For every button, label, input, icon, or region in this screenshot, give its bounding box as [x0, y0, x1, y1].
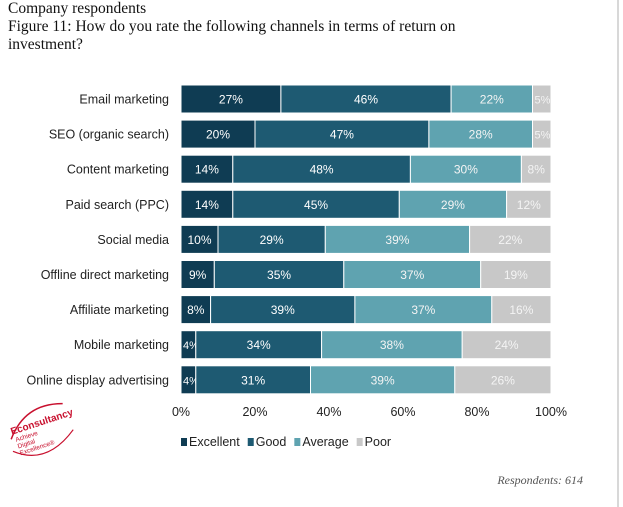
x-tick-label: 80% [464, 405, 489, 419]
bar-segment [354, 295, 493, 325]
bar-segment [428, 119, 533, 149]
bar-segment [310, 365, 456, 395]
legend-label: Good [256, 435, 287, 449]
data-label: 16% [509, 303, 533, 317]
data-label: 22% [498, 233, 522, 247]
bar-segment [180, 189, 234, 219]
x-tick-label: 40% [316, 405, 341, 419]
data-label: 38% [380, 338, 404, 352]
category-label: Offline direct marketing [41, 268, 169, 282]
data-label: 28% [469, 128, 493, 142]
page-edge [617, 0, 619, 507]
legend-swatch [356, 438, 363, 446]
category-label: Online display advertising [27, 373, 169, 387]
data-label: 14% [195, 198, 219, 212]
data-label: 5% [535, 95, 551, 107]
x-tick-label: 0% [172, 405, 190, 419]
x-tick-label: 20% [242, 405, 267, 419]
legend-swatch [294, 438, 301, 446]
data-label: 39% [385, 233, 409, 247]
bar-segment [343, 260, 482, 289]
x-tick-label: 100% [535, 405, 567, 419]
figure-title-line2: investment? [8, 36, 83, 53]
data-label: 34% [247, 338, 271, 352]
data-label: 39% [371, 373, 395, 387]
bar-segment [321, 330, 463, 360]
bar-segment [520, 154, 552, 184]
econsultancy-logo: Econsultancy Achieve Digital Excellence® [9, 402, 75, 457]
category-label: Affiliate marketing [70, 303, 169, 317]
bar-segment [454, 365, 552, 395]
bar-segment [195, 330, 323, 360]
subtitle: Company respondents [8, 0, 147, 17]
data-label: 4% [183, 375, 199, 387]
bar-segment [491, 295, 552, 325]
data-label: 29% [441, 198, 465, 212]
bar-segment [210, 295, 356, 325]
respondents-note: Respondents: 614 [497, 473, 583, 487]
data-label: 10% [187, 233, 211, 247]
data-label: 27% [219, 93, 243, 107]
data-label: 22% [480, 93, 504, 107]
category-label: SEO (organic search) [49, 128, 169, 142]
data-label: 24% [495, 338, 519, 352]
category-label: Content marketing [67, 163, 169, 177]
data-label: 26% [491, 373, 515, 387]
heading: Company respondents Figure 11: How do yo… [8, 0, 608, 54]
data-label: 37% [411, 303, 435, 317]
bar-segment [324, 224, 471, 254]
data-label: 5% [535, 130, 551, 142]
svg-text:Econsultancy: Econsultancy [9, 407, 75, 438]
data-label: 29% [260, 233, 284, 247]
bar-segment [409, 154, 522, 184]
bar-segment [398, 189, 508, 219]
data-label: 48% [310, 163, 334, 177]
bar-segment [450, 84, 534, 114]
legend-label: Poor [365, 435, 391, 449]
data-label: 30% [454, 163, 478, 177]
bar-segment [213, 260, 345, 289]
legend-swatch [181, 438, 187, 446]
data-label: 8% [187, 303, 205, 317]
bar-segment [469, 224, 552, 254]
bar-segment [180, 224, 219, 254]
bar-segment [180, 295, 212, 325]
data-label: 47% [330, 128, 354, 142]
bar-segment [217, 224, 326, 254]
bar-segment [280, 84, 452, 114]
data-label: 14% [195, 163, 219, 177]
bar-segment [461, 330, 552, 360]
data-label: 20% [206, 128, 230, 142]
data-label: 8% [528, 163, 546, 177]
data-label: 35% [267, 268, 291, 282]
data-label: 4% [183, 340, 199, 352]
bar-segment [532, 119, 552, 149]
category-label: Social media [97, 233, 169, 247]
data-label: 37% [400, 268, 424, 282]
bar-segment [180, 154, 234, 184]
bar-segment [532, 84, 552, 114]
x-tick-label: 60% [390, 405, 415, 419]
data-label: 9% [189, 268, 207, 282]
data-label: 19% [504, 268, 528, 282]
bar-segment [232, 189, 400, 219]
legend-label: Excellent [189, 435, 240, 449]
legend-swatch [247, 438, 254, 446]
category-label: Email marketing [79, 93, 169, 107]
data-label: 46% [354, 93, 378, 107]
legend-label: Average [302, 435, 348, 449]
category-label: Paid search (PPC) [65, 198, 169, 212]
data-label: 31% [241, 373, 265, 387]
bar-segment [180, 84, 282, 114]
data-label: 45% [304, 198, 328, 212]
figure-title-line1: Figure 11: How do you rate the following… [8, 18, 456, 35]
bar-segment [506, 189, 552, 219]
bar-segment [180, 260, 215, 289]
data-label: 12% [517, 198, 541, 212]
bar-segment [480, 260, 552, 289]
data-label: 39% [271, 303, 295, 317]
category-label: Mobile marketing [74, 338, 169, 352]
